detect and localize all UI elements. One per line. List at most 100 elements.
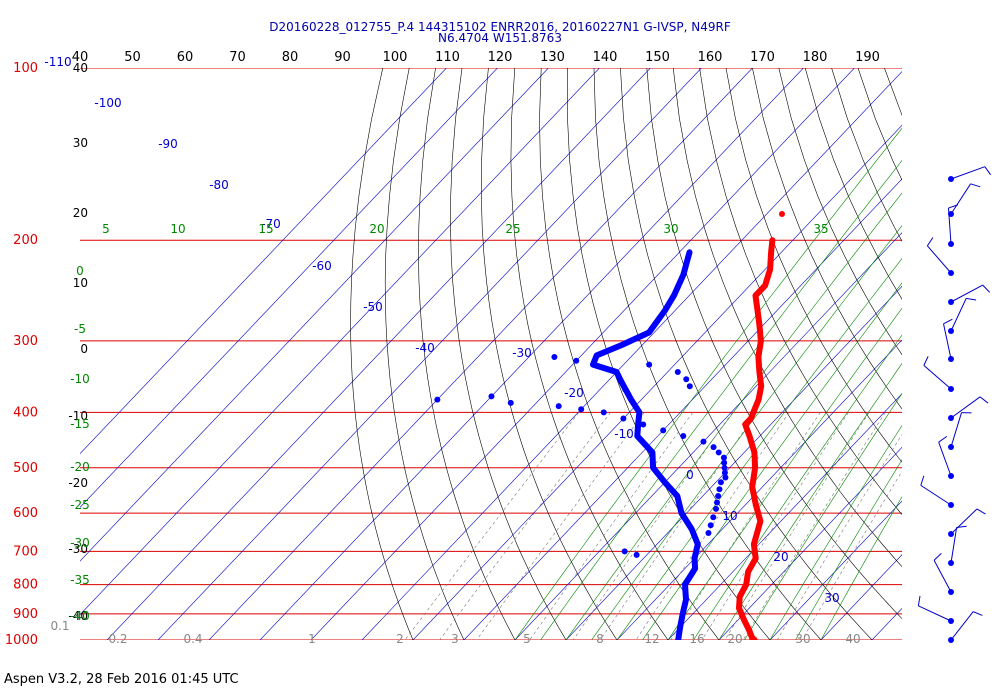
wind-barb-flag: [966, 297, 977, 301]
wind-barb-staff: [947, 208, 952, 245]
moist-adiabat: [591, 225, 902, 640]
dry-adiabat: [778, 68, 902, 356]
wind-barb-staff: [950, 284, 984, 303]
dewpoint-point: [713, 499, 720, 506]
wind-barb-staff: [950, 396, 981, 419]
mixing-ratio-label: 0.4: [183, 632, 202, 646]
dewpoint-point: [555, 403, 562, 410]
dewpoint-point: [507, 399, 514, 406]
isotherm-line: [80, 68, 600, 616]
wind-barb: [948, 611, 983, 643]
wind-barb-staff: [918, 605, 952, 622]
mixing-ratio-line: [439, 412, 611, 640]
wind-barb-staff: [950, 166, 985, 180]
isotherm-line: [80, 68, 498, 508]
moist-adiabat: [718, 362, 902, 640]
pressure-label: 200: [13, 233, 38, 248]
dewpoint-point: [488, 393, 495, 400]
isotherm-line: [80, 68, 447, 455]
wind-barb-flag: [982, 284, 991, 293]
dry-adiabat: [752, 68, 902, 410]
top-tick-label: 50: [124, 50, 141, 65]
top-tick-label: 110: [435, 50, 460, 65]
wind-barb: [947, 204, 959, 247]
temperature-point: [778, 211, 785, 218]
moist-adiabat: [795, 459, 902, 640]
top-tick-label: 90: [334, 50, 351, 65]
moist-adiabat: [693, 334, 902, 640]
dry-adiabat: [450, 68, 567, 640]
top-tick-label: 180: [803, 50, 828, 65]
dewpoint-point: [721, 469, 728, 476]
isotherm-line: [667, 393, 902, 640]
wind-barb-flag: [933, 552, 942, 561]
mixing-ratio-label: 0.2: [108, 632, 127, 646]
moist-label: -20: [70, 460, 90, 474]
wind-barb-staff: [933, 559, 952, 593]
isotherm-label: -10: [614, 427, 634, 441]
dewpoint-point: [721, 464, 728, 471]
moist-label: -30: [70, 536, 90, 550]
isotherm-line: [310, 68, 855, 640]
wind-barb: [948, 396, 989, 421]
wind-barb-flag: [979, 396, 989, 404]
wind-barb: [933, 552, 954, 595]
height-label: -10: [68, 409, 88, 423]
dewpoint-point: [674, 369, 681, 376]
wind-barb-flag: [972, 611, 983, 616]
wind-barb-staff: [950, 298, 967, 332]
dewpoint-point: [434, 396, 441, 403]
pressure-label: 300: [13, 334, 38, 349]
moist-adiabat: [744, 392, 902, 640]
mixing-ratio-label: 1: [308, 632, 316, 646]
top-tick-label: 170: [750, 50, 775, 65]
dewpoint-point: [578, 406, 585, 413]
wind-barb-staff: [920, 484, 952, 506]
dewpoint-trace: [590, 249, 701, 640]
mixing-ratio-label: 3: [451, 632, 459, 646]
temperature-trace: [736, 237, 776, 640]
isotherm-label: -60: [312, 259, 332, 273]
wind-barb-flag: [976, 508, 986, 515]
pressure-label: 900: [13, 607, 38, 622]
wind-barb: [948, 297, 977, 334]
wind-barb-staff: [923, 365, 952, 390]
moist-adiabat: [616, 257, 902, 640]
dewpoint-point: [710, 514, 717, 521]
dewpoint-point: [551, 353, 558, 360]
wind-barb-staff: [950, 412, 963, 448]
isotherm-label: 10: [722, 509, 737, 523]
mixing-ratio-label: 30: [795, 632, 810, 646]
wind-barb-staff: [950, 527, 958, 564]
isotherm-label: 0: [686, 468, 694, 482]
height-label: 30: [73, 136, 88, 150]
isotherm-line: [361, 71, 902, 640]
mixing-ratio-line: [572, 412, 733, 640]
top-tick-label: 40: [72, 50, 89, 65]
isotherm-line: [208, 68, 753, 640]
moist-label: -40: [70, 609, 90, 623]
wind-barb-flag: [943, 318, 953, 325]
wind-barb-staff: [950, 508, 978, 535]
pressure-label: 500: [13, 461, 38, 476]
dewpoint-point: [720, 454, 727, 461]
isotherm-line: [157, 68, 702, 640]
wind-barb: [938, 435, 954, 479]
wind-barb: [948, 166, 992, 182]
height-label: -40: [68, 609, 88, 623]
dewpoint-point: [713, 505, 720, 512]
isotherm-line: [718, 446, 902, 640]
isotherm-label: -90: [158, 137, 178, 151]
isotherm-label: -20: [564, 386, 584, 400]
dewpoint-point: [600, 409, 607, 416]
dry-adiabat: [350, 68, 414, 640]
wind-barb-flag: [956, 525, 967, 528]
moist-top-label: 15: [258, 222, 273, 236]
isotherm-line: [769, 500, 902, 640]
dewpoint-point: [717, 479, 724, 486]
wind-barb-flag: [917, 595, 921, 606]
height-label: 0: [80, 342, 88, 356]
mixing-ratio-label: 0.1: [50, 619, 69, 633]
dry-adiabat: [480, 68, 618, 640]
dewpoint-point: [710, 444, 717, 451]
